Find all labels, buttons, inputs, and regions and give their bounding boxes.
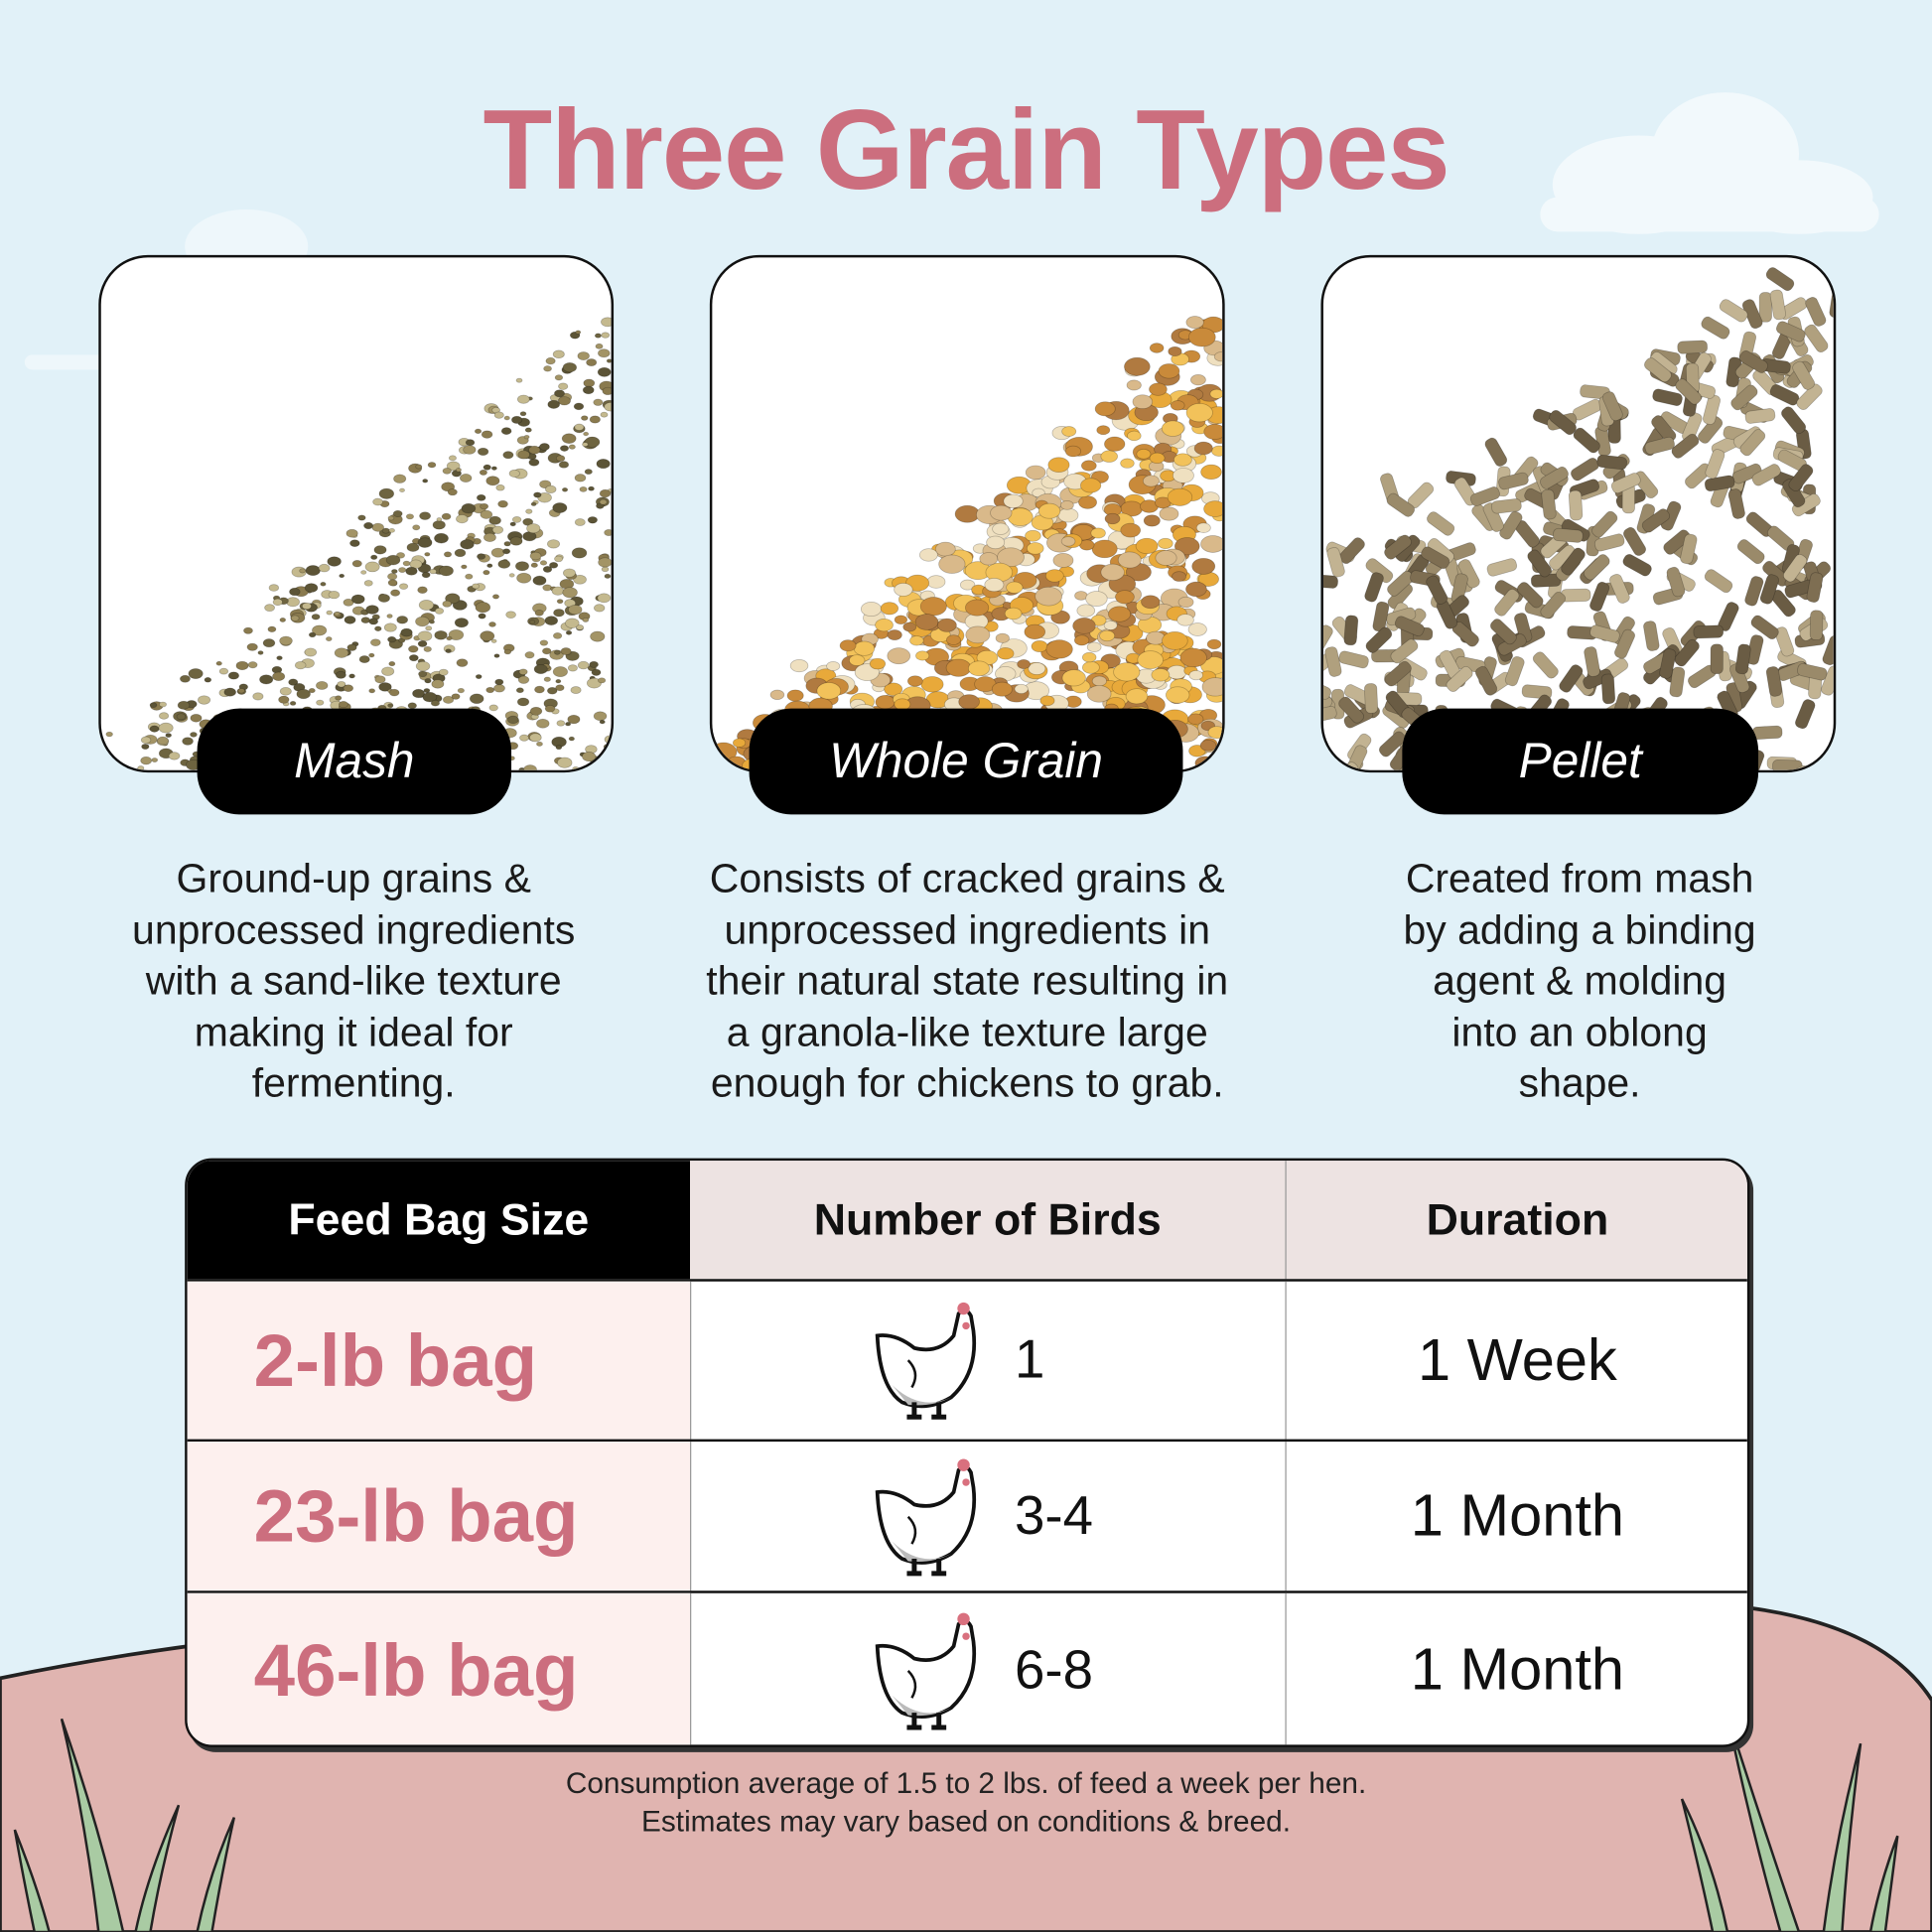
grass-icon — [13, 1715, 1899, 1932]
duration: 1 Month — [1285, 1442, 1746, 1591]
page-title: Three Grain Types — [483, 87, 1449, 213]
header-number-of-birds: Number of Birds — [690, 1161, 1286, 1280]
desc-line: Ground-up grains & — [176, 855, 531, 901]
whole-grain-description: Consists of cracked grains & unprocessed… — [653, 853, 1282, 1109]
bag-size: 2-lb bag — [187, 1281, 691, 1440]
mash-photo — [98, 254, 615, 773]
desc-line: shape. — [1518, 1059, 1641, 1106]
birds-cell: 3-4 — [690, 1442, 1287, 1591]
table-row: 23-lb bag 3-4 1 Month — [187, 1439, 1747, 1591]
bird-count: 1 — [1015, 1329, 1045, 1390]
desc-line: Consists of cracked grains & — [709, 855, 1225, 901]
duration: 1 Week — [1285, 1281, 1746, 1440]
duration: 1 Month — [1285, 1592, 1746, 1745]
label-mash: Mash — [197, 708, 512, 815]
bag-size: 23-lb bag — [187, 1442, 691, 1591]
pellet-description: Created from mash by adding a binding ag… — [1330, 853, 1828, 1109]
table-row: 2-lb bag 1 1 Week — [187, 1279, 1747, 1440]
bag-size: 46-lb bag — [187, 1592, 691, 1745]
chicken-icon — [875, 1457, 976, 1576]
footnote-line: Consumption average of 1.5 to 2 lbs. of … — [565, 1766, 1367, 1801]
desc-line: agent & molding — [1433, 957, 1727, 1004]
footnote: Consumption average of 1.5 to 2 lbs. of … — [0, 1764, 1932, 1841]
desc-line: fermenting. — [251, 1059, 456, 1106]
label-whole-grain: Whole Grain — [749, 708, 1183, 815]
desc-line: into an oblong — [1451, 1008, 1708, 1054]
desc-line: their natural state resulting in — [706, 957, 1229, 1004]
feed-table: Feed Bag Size Number of Birds Duration 2… — [185, 1158, 1750, 1747]
desc-line: unprocessed ingredients — [132, 905, 576, 952]
table-row: 46-lb bag 6-8 1 Month — [187, 1590, 1747, 1745]
desc-line: enough for chickens to grab. — [710, 1059, 1224, 1106]
bird-count: 3-4 — [1015, 1485, 1093, 1546]
header-feed-bag-size: Feed Bag Size — [187, 1161, 691, 1280]
header-duration: Duration — [1285, 1161, 1747, 1280]
desc-line: a granola-like texture large — [726, 1008, 1208, 1054]
chicken-icon — [875, 1302, 976, 1420]
birds-cell: 6-8 — [690, 1592, 1287, 1745]
chicken-icon — [875, 1611, 976, 1729]
footnote-line: Estimates may vary based on conditions &… — [641, 1805, 1292, 1839]
bird-count: 6-8 — [1015, 1639, 1093, 1701]
desc-line: by adding a binding — [1403, 905, 1756, 952]
mash-description: Ground-up grains & unprocessed ingredien… — [86, 853, 621, 1109]
label-pellet: Pellet — [1402, 708, 1759, 815]
desc-line: making it ideal for — [194, 1008, 513, 1054]
cloud-icon — [1540, 92, 1879, 234]
birds-cell: 1 — [690, 1281, 1287, 1440]
desc-line: with a sand-like texture — [145, 957, 562, 1004]
whole-grain-photo — [709, 254, 1225, 773]
desc-line: unprocessed ingredients in — [724, 905, 1211, 952]
desc-line: Created from mash — [1405, 855, 1754, 901]
pellet-photo — [1320, 254, 1837, 773]
